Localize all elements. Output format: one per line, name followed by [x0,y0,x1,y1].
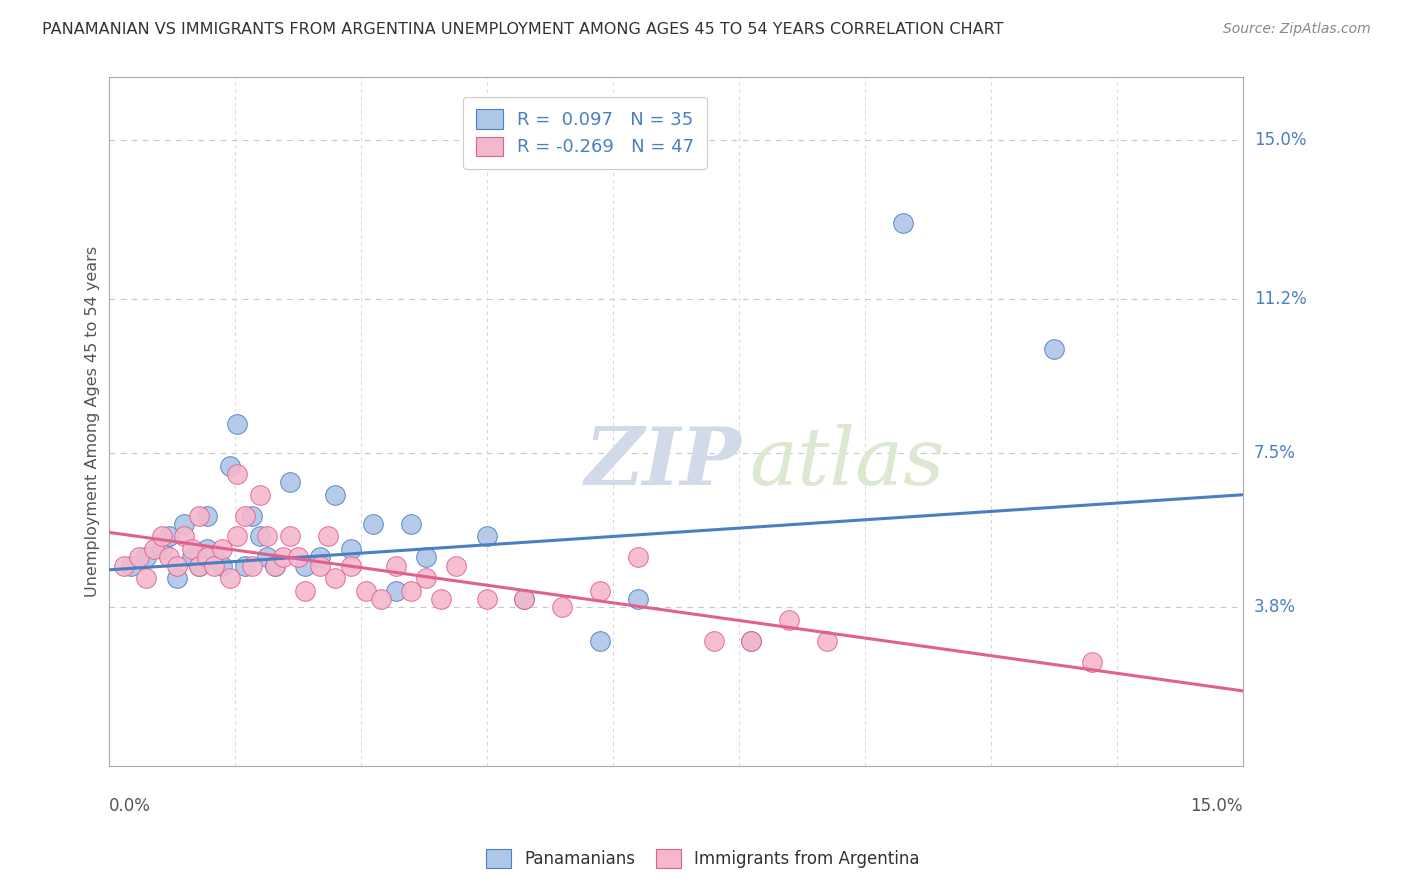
Point [339,541,361,556]
Text: 15.0%: 15.0% [1191,797,1243,814]
Point [256,529,278,543]
Point [264,558,287,573]
Point [143,541,166,556]
Point [354,583,377,598]
Point [316,529,339,543]
Point [226,417,249,431]
Point [157,529,180,543]
Point [475,592,498,607]
Point [204,550,226,565]
Point [211,541,233,556]
Point [294,558,316,573]
Point [294,583,316,598]
Point [287,550,309,565]
Point [150,541,173,556]
Point [551,600,574,615]
Point [157,550,180,565]
Point [325,571,347,585]
Point [256,550,278,565]
Point [627,592,650,607]
Point [249,488,271,502]
Point [399,583,422,598]
Point [180,541,202,556]
Point [218,458,240,473]
Point [188,558,211,573]
Point [339,558,361,573]
Point [150,529,173,543]
Point [627,550,650,565]
Point [240,558,263,573]
Point [430,592,453,607]
Text: 15.0%: 15.0% [1254,131,1306,149]
Point [195,508,218,523]
Point [1080,655,1102,669]
Point [264,558,287,573]
Point [589,633,612,648]
Point [218,571,240,585]
Point [446,558,468,573]
Point [188,508,211,523]
Text: 3.8%: 3.8% [1254,599,1296,616]
Point [173,516,195,531]
Text: 7.5%: 7.5% [1254,444,1296,462]
Point [135,571,157,585]
Point [415,550,437,565]
Point [370,592,392,607]
Point [226,467,249,481]
Point [309,558,332,573]
Point [278,529,301,543]
Point [271,550,294,565]
Text: 0.0%: 0.0% [108,797,150,814]
Point [135,550,157,565]
Point [195,550,218,565]
Point [740,633,762,648]
Point [361,516,384,531]
Text: PANAMANIAN VS IMMIGRANTS FROM ARGENTINA UNEMPLOYMENT AMONG AGES 45 TO 54 YEARS C: PANAMANIAN VS IMMIGRANTS FROM ARGENTINA … [42,22,1004,37]
Text: ZIP: ZIP [585,425,742,502]
Legend: Panamanians, Immigrants from Argentina: Panamanians, Immigrants from Argentina [479,843,927,875]
Point [173,529,195,543]
Point [249,529,271,543]
Point [204,558,226,573]
Point [399,516,422,531]
Point [740,633,762,648]
Point [166,571,188,585]
Point [309,550,332,565]
Point [475,529,498,543]
Point [240,508,263,523]
Point [891,217,914,231]
Point [385,558,408,573]
Point [589,583,612,598]
Point [778,613,800,627]
Point [120,558,142,573]
Point [211,558,233,573]
Point [513,592,536,607]
Point [415,571,437,585]
Point [325,488,347,502]
Point [233,558,256,573]
Point [385,583,408,598]
Point [195,541,218,556]
Point [166,558,188,573]
Text: Source: ZipAtlas.com: Source: ZipAtlas.com [1223,22,1371,37]
Point [702,633,724,648]
Point [513,592,536,607]
Text: 11.2%: 11.2% [1254,290,1306,308]
Point [180,550,202,565]
Point [112,558,135,573]
Point [278,475,301,490]
Point [226,529,249,543]
Legend: R =  0.097   N = 35, R = -0.269   N = 47: R = 0.097 N = 35, R = -0.269 N = 47 [463,97,707,169]
Point [815,633,838,648]
Point [233,508,256,523]
Y-axis label: Unemployment Among Ages 45 to 54 years: Unemployment Among Ages 45 to 54 years [86,246,100,598]
Point [128,550,150,565]
Text: atlas: atlas [749,425,945,502]
Point [1042,342,1064,356]
Point [188,558,211,573]
